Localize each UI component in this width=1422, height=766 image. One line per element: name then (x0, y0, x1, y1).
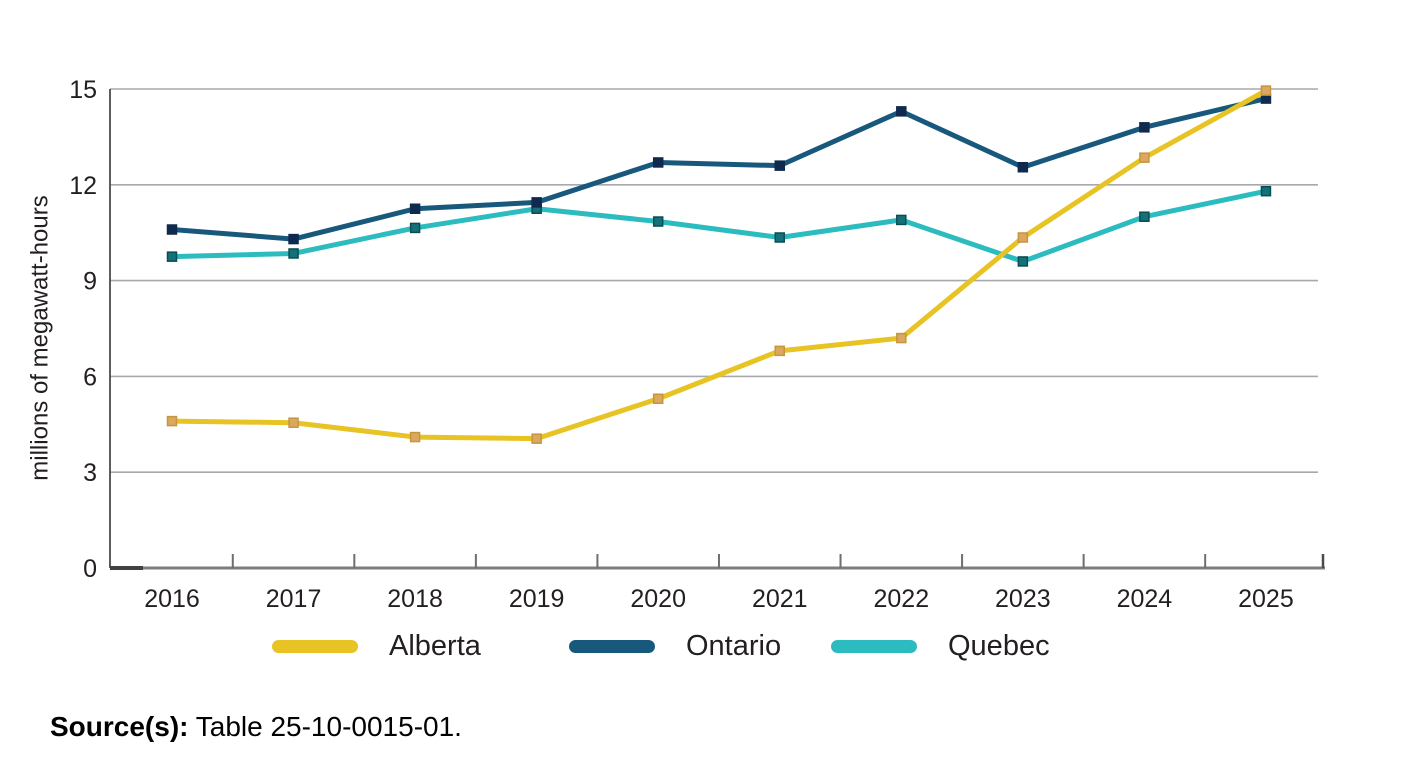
data-point-marker (1017, 256, 1029, 267)
data-point-marker (652, 157, 664, 168)
series-line-ontario (169, 96, 1269, 242)
data-point-marker (896, 214, 907, 226)
axes (109, 89, 1325, 570)
y-tick-label: 3 (83, 459, 97, 487)
legend-label-ontario: Ontario (686, 629, 782, 662)
series-lines (166, 85, 1272, 444)
series-ontario (166, 93, 1272, 245)
y-tick-label: 12 (69, 172, 97, 200)
x-tick-label-2023: 2023 (995, 585, 1051, 613)
data-point-marker (774, 232, 785, 243)
legend-label-quebec: Quebec (948, 629, 1050, 662)
x-tick-label-2016: 2016 (144, 585, 200, 613)
x-tick-label-2025: 2025 (1238, 585, 1294, 613)
x-tick-label-2024: 2024 (1117, 585, 1173, 613)
x-tick-label-2020: 2020 (630, 585, 686, 613)
gridlines (110, 88, 1318, 474)
data-point-marker (896, 106, 907, 117)
legend-label-alberta: Alberta (389, 629, 481, 662)
alberta-line-swatch (272, 639, 358, 653)
y-tick-label: 6 (83, 363, 97, 391)
legend-item-quebec: Quebec (831, 630, 1050, 662)
y-tick-label: 0 (83, 555, 97, 583)
data-point-marker (1017, 161, 1029, 173)
data-point-marker (409, 222, 421, 234)
source-text: Table 25-10-0015-01. (195, 711, 462, 742)
x-tick-label-2021: 2021 (752, 585, 808, 613)
data-point-marker (652, 393, 664, 405)
data-point-marker (1139, 122, 1150, 133)
x-tick-label-2017: 2017 (266, 585, 322, 613)
quebec-line-swatch (831, 639, 917, 653)
data-point-marker (409, 203, 421, 215)
data-point-marker (166, 224, 178, 235)
data-point-marker (774, 345, 785, 357)
data-point-marker (652, 216, 664, 227)
data-point-marker (1260, 185, 1272, 197)
data-point-marker (288, 417, 299, 428)
ontario-line-swatch (569, 639, 655, 653)
legend-item-alberta: Alberta (272, 630, 481, 662)
y-axis-title: millions of megawatt-hours (26, 195, 53, 480)
data-point-marker (1260, 85, 1272, 96)
data-point-marker (531, 433, 542, 444)
x-tick-label-2022: 2022 (873, 585, 929, 613)
data-point-marker (1139, 211, 1150, 222)
y-tick-label: 9 (83, 268, 97, 296)
data-point-marker (409, 431, 421, 443)
x-axis-tick-labels: 2016 2017 2018 2019 2020 2021 2022 2023 2024 2025 (144, 585, 1294, 613)
x-tick-label-2019: 2019 (509, 585, 565, 613)
data-point-marker (774, 160, 785, 171)
data-point-marker (531, 197, 542, 208)
legend-item-ontario: Ontario (569, 630, 781, 662)
source-note: Source(s): Table 25-10-0015-01. (50, 711, 462, 743)
data-point-marker (166, 251, 178, 262)
y-tick-label: 15 (69, 76, 97, 104)
data-point-marker (896, 332, 907, 344)
series-alberta (166, 85, 1272, 444)
source-label: Source(s): (50, 711, 189, 742)
x-tick-label-2018: 2018 (387, 585, 443, 613)
line-chart: 0 3 6 9 12 15 2016 2017 2018 2019 2020 2021 2022 202… (26, 76, 1325, 613)
series-line-quebec (169, 188, 1269, 264)
y-axis-tick-labels: 0 3 6 9 12 15 (69, 76, 97, 583)
data-point-marker (166, 415, 178, 427)
series-quebec (166, 185, 1272, 267)
data-point-marker (1139, 152, 1150, 163)
data-point-marker (288, 233, 299, 245)
data-point-marker (288, 248, 299, 259)
series-line-alberta (169, 88, 1269, 442)
data-point-marker (1017, 232, 1029, 243)
